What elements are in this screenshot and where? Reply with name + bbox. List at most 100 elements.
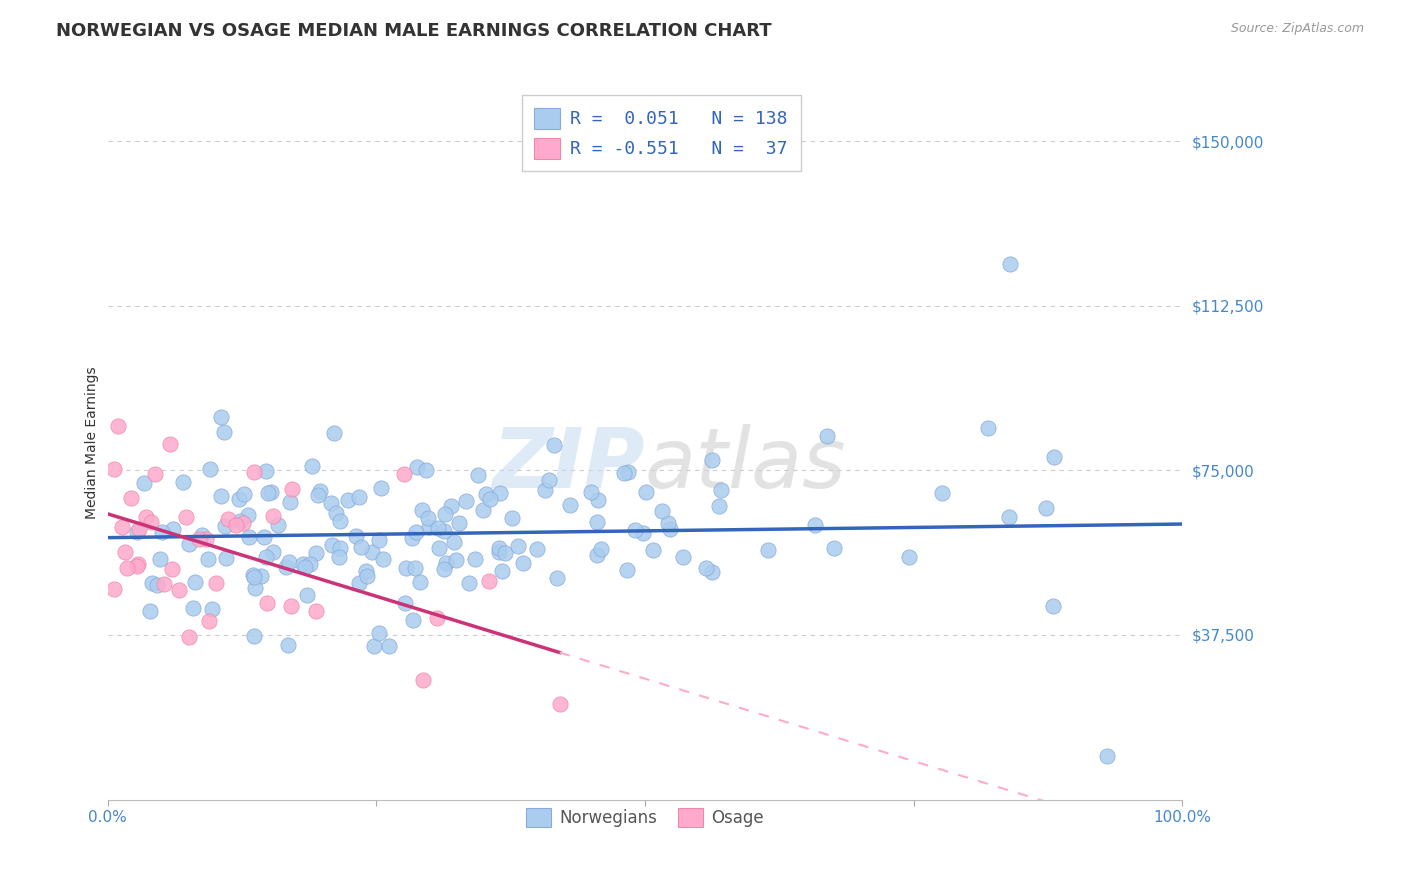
Point (378, 639, 401, 653)
Point (756, 542, 779, 557)
Point (406, 459, 429, 474)
Point (537, 473, 560, 487)
Point (262, 509, 284, 524)
Point (132, 476, 155, 491)
Point (631, 526, 654, 541)
Point (177, 537, 200, 551)
Point (242, 567, 264, 582)
Point (232, 516, 254, 530)
Point (659, 522, 682, 536)
Point (323, 426, 346, 441)
Point (408, 575, 430, 590)
Point (467, 468, 489, 483)
Point (427, 541, 450, 555)
Point (294, 560, 316, 574)
Point (305, 604, 328, 618)
Point (501, 510, 523, 524)
Point (110, 520, 132, 534)
Point (1042, 599, 1064, 613)
Point (347, 576, 370, 591)
Point (225, 517, 247, 532)
Point (301, 459, 323, 474)
Text: atlas: atlas (645, 424, 846, 505)
Point (415, 463, 437, 477)
Point (209, 409, 232, 424)
Point (613, 466, 636, 480)
Point (370, 481, 392, 495)
Point (526, 541, 548, 556)
Point (616, 563, 638, 577)
Point (281, 482, 304, 496)
Point (702, 452, 724, 467)
Point (512, 557, 534, 571)
Point (217, 511, 239, 525)
Point (367, 626, 389, 640)
Point (232, 487, 254, 501)
Point (149, 552, 172, 566)
Point (197, 552, 219, 566)
Point (579, 485, 602, 500)
Point (624, 523, 647, 537)
Point (643, 543, 665, 558)
Point (401, 531, 423, 545)
Point (145, 467, 167, 481)
Point (214, 519, 236, 533)
Point (174, 509, 197, 524)
Point (478, 574, 501, 588)
Point (278, 555, 301, 569)
Point (159, 437, 181, 451)
Point (395, 561, 418, 575)
Point (472, 503, 495, 517)
Point (657, 516, 679, 531)
Point (815, 429, 838, 443)
Point (636, 484, 658, 499)
Point (710, 483, 733, 497)
Point (236, 508, 259, 522)
Point (297, 588, 319, 602)
Point (229, 514, 252, 528)
Point (440, 499, 463, 513)
Point (336, 492, 359, 507)
Point (181, 601, 204, 615)
Point (707, 499, 730, 513)
Point (412, 673, 434, 687)
Point (404, 561, 426, 575)
Point (491, 564, 513, 578)
Point (238, 530, 260, 544)
Point (363, 639, 385, 653)
Point (823, 541, 845, 556)
Point (475, 487, 498, 501)
Point (418, 520, 440, 534)
Point (672, 549, 695, 564)
Point (586, 493, 609, 508)
Point (160, 562, 183, 576)
Point (254, 549, 277, 564)
Point (426, 610, 449, 624)
Point (328, 514, 350, 528)
Point (546, 571, 568, 585)
Point (464, 551, 486, 566)
Point (127, 525, 149, 540)
Point (135, 509, 157, 524)
Point (115, 560, 138, 574)
Point (700, 565, 723, 579)
Point (695, 561, 717, 575)
Point (257, 485, 280, 500)
Point (371, 552, 394, 566)
Point (411, 503, 433, 517)
Point (360, 545, 382, 559)
Point (299, 557, 322, 571)
Point (198, 614, 221, 628)
Point (205, 576, 228, 591)
Point (169, 582, 191, 597)
Point (243, 629, 266, 643)
Point (392, 467, 415, 481)
Text: ZIP: ZIP (492, 424, 645, 505)
Point (394, 596, 416, 610)
Point (245, 581, 267, 595)
Point (280, 599, 302, 613)
Point (256, 596, 278, 610)
Point (242, 465, 264, 479)
Point (187, 533, 209, 547)
Point (242, 569, 264, 583)
